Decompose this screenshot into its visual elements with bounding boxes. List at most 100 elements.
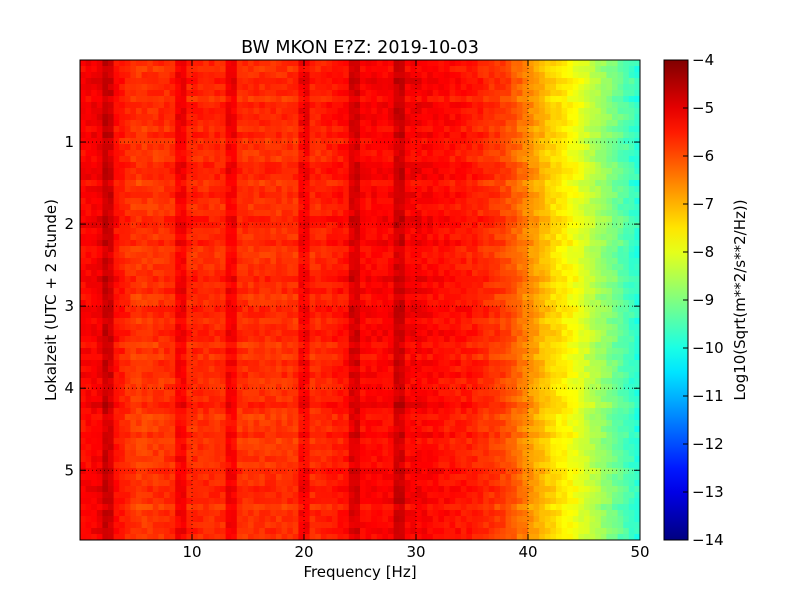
heatmap-cell [208, 234, 215, 241]
heatmap-cell [494, 342, 501, 349]
heatmap-cell [175, 114, 182, 121]
heatmap-cell [421, 162, 428, 169]
heatmap-cell [393, 348, 400, 355]
heatmap-cell [511, 252, 518, 259]
heatmap-cell [572, 174, 579, 181]
heatmap-cell [500, 240, 506, 247]
heatmap-cell [124, 258, 131, 265]
heatmap-cell [315, 174, 322, 181]
heatmap-cell [119, 216, 126, 223]
heatmap-cell [438, 210, 445, 217]
heatmap-cell [320, 288, 327, 295]
heatmap-cell [320, 102, 327, 109]
heatmap-cell [152, 192, 159, 199]
heatmap-cell [511, 348, 518, 355]
heatmap-cell [399, 90, 406, 97]
heatmap-cell [130, 126, 137, 133]
heatmap-cell [108, 156, 114, 163]
heatmap-cell [304, 276, 310, 283]
heatmap-cell [376, 174, 383, 181]
heatmap-cell [488, 294, 495, 301]
heatmap-cell [500, 300, 506, 307]
heatmap-cell [550, 66, 557, 73]
heatmap-cell [460, 342, 467, 349]
heatmap-cell [287, 72, 294, 79]
heatmap-cell [253, 246, 260, 253]
heatmap-cell [175, 198, 182, 205]
heatmap-cell [354, 192, 361, 199]
heatmap-cell [399, 306, 406, 313]
heatmap-cell [253, 102, 260, 109]
heatmap-cell [220, 60, 226, 67]
heatmap-cell [186, 156, 193, 163]
heatmap-cell [130, 114, 137, 121]
heatmap-cell [113, 306, 120, 313]
heatmap-cell [108, 198, 114, 205]
heatmap-cell [348, 276, 355, 283]
heatmap-cell [270, 288, 277, 295]
heatmap-cell [348, 288, 355, 295]
heatmap-cell [589, 306, 596, 313]
heatmap-cell [544, 240, 551, 247]
heatmap-cell [516, 192, 523, 199]
heatmap-cell [382, 90, 389, 97]
heatmap-cell [595, 114, 602, 121]
heatmap-cell [416, 66, 422, 73]
heatmap-cell [628, 222, 635, 229]
heatmap-cell [360, 318, 366, 325]
heatmap-cell [220, 204, 226, 211]
heatmap-cell [578, 174, 585, 181]
heatmap-cell [360, 126, 366, 133]
heatmap-cell [511, 84, 518, 91]
heatmap-cell [175, 60, 182, 67]
heatmap-cell [304, 282, 310, 289]
heatmap-cell [416, 162, 422, 169]
heatmap-cell [460, 318, 467, 325]
heatmap-cell [236, 330, 243, 337]
heatmap-cell [164, 78, 170, 85]
heatmap-cell [164, 264, 170, 271]
heatmap-cell [220, 270, 226, 277]
heatmap-cell [292, 270, 299, 277]
heatmap-cell [404, 174, 411, 181]
heatmap-cell [483, 330, 490, 337]
heatmap-cell [276, 96, 282, 103]
heatmap-cell [164, 156, 170, 163]
heatmap-cell [85, 330, 92, 337]
heatmap-cell [169, 246, 176, 253]
heatmap-cell [348, 300, 355, 307]
heatmap-cell [326, 342, 333, 349]
heatmap-cell [214, 96, 221, 103]
heatmap-cell [276, 198, 282, 205]
heatmap-cell [197, 108, 204, 115]
heatmap-cell [164, 162, 170, 169]
heatmap-cell [231, 282, 238, 289]
heatmap-cell [556, 96, 562, 103]
heatmap-cell [500, 192, 506, 199]
heatmap-cell [556, 150, 562, 157]
heatmap-cell [164, 336, 170, 343]
heatmap-cell [612, 210, 618, 217]
heatmap-cell [393, 162, 400, 169]
heatmap-cell [158, 198, 165, 205]
heatmap-cell [220, 162, 226, 169]
heatmap-cell [348, 186, 355, 193]
heatmap-cell [304, 288, 310, 295]
heatmap-cell [130, 132, 137, 139]
heatmap-cell [522, 66, 529, 73]
heatmap-cell [438, 222, 445, 229]
heatmap-cell [600, 282, 607, 289]
heatmap-cell [382, 348, 389, 355]
heatmap-cell [259, 324, 266, 331]
heatmap-cell [360, 228, 366, 235]
heatmap-cell [376, 198, 383, 205]
heatmap-cell [427, 102, 434, 109]
heatmap-cell [192, 282, 198, 289]
heatmap-cell [393, 78, 400, 85]
heatmap-cell [147, 342, 154, 349]
heatmap-cell [96, 234, 103, 241]
heatmap-cell [169, 240, 176, 247]
heatmap-cell [113, 228, 120, 235]
heatmap-cell [348, 204, 355, 211]
heatmap-cell [175, 162, 182, 169]
